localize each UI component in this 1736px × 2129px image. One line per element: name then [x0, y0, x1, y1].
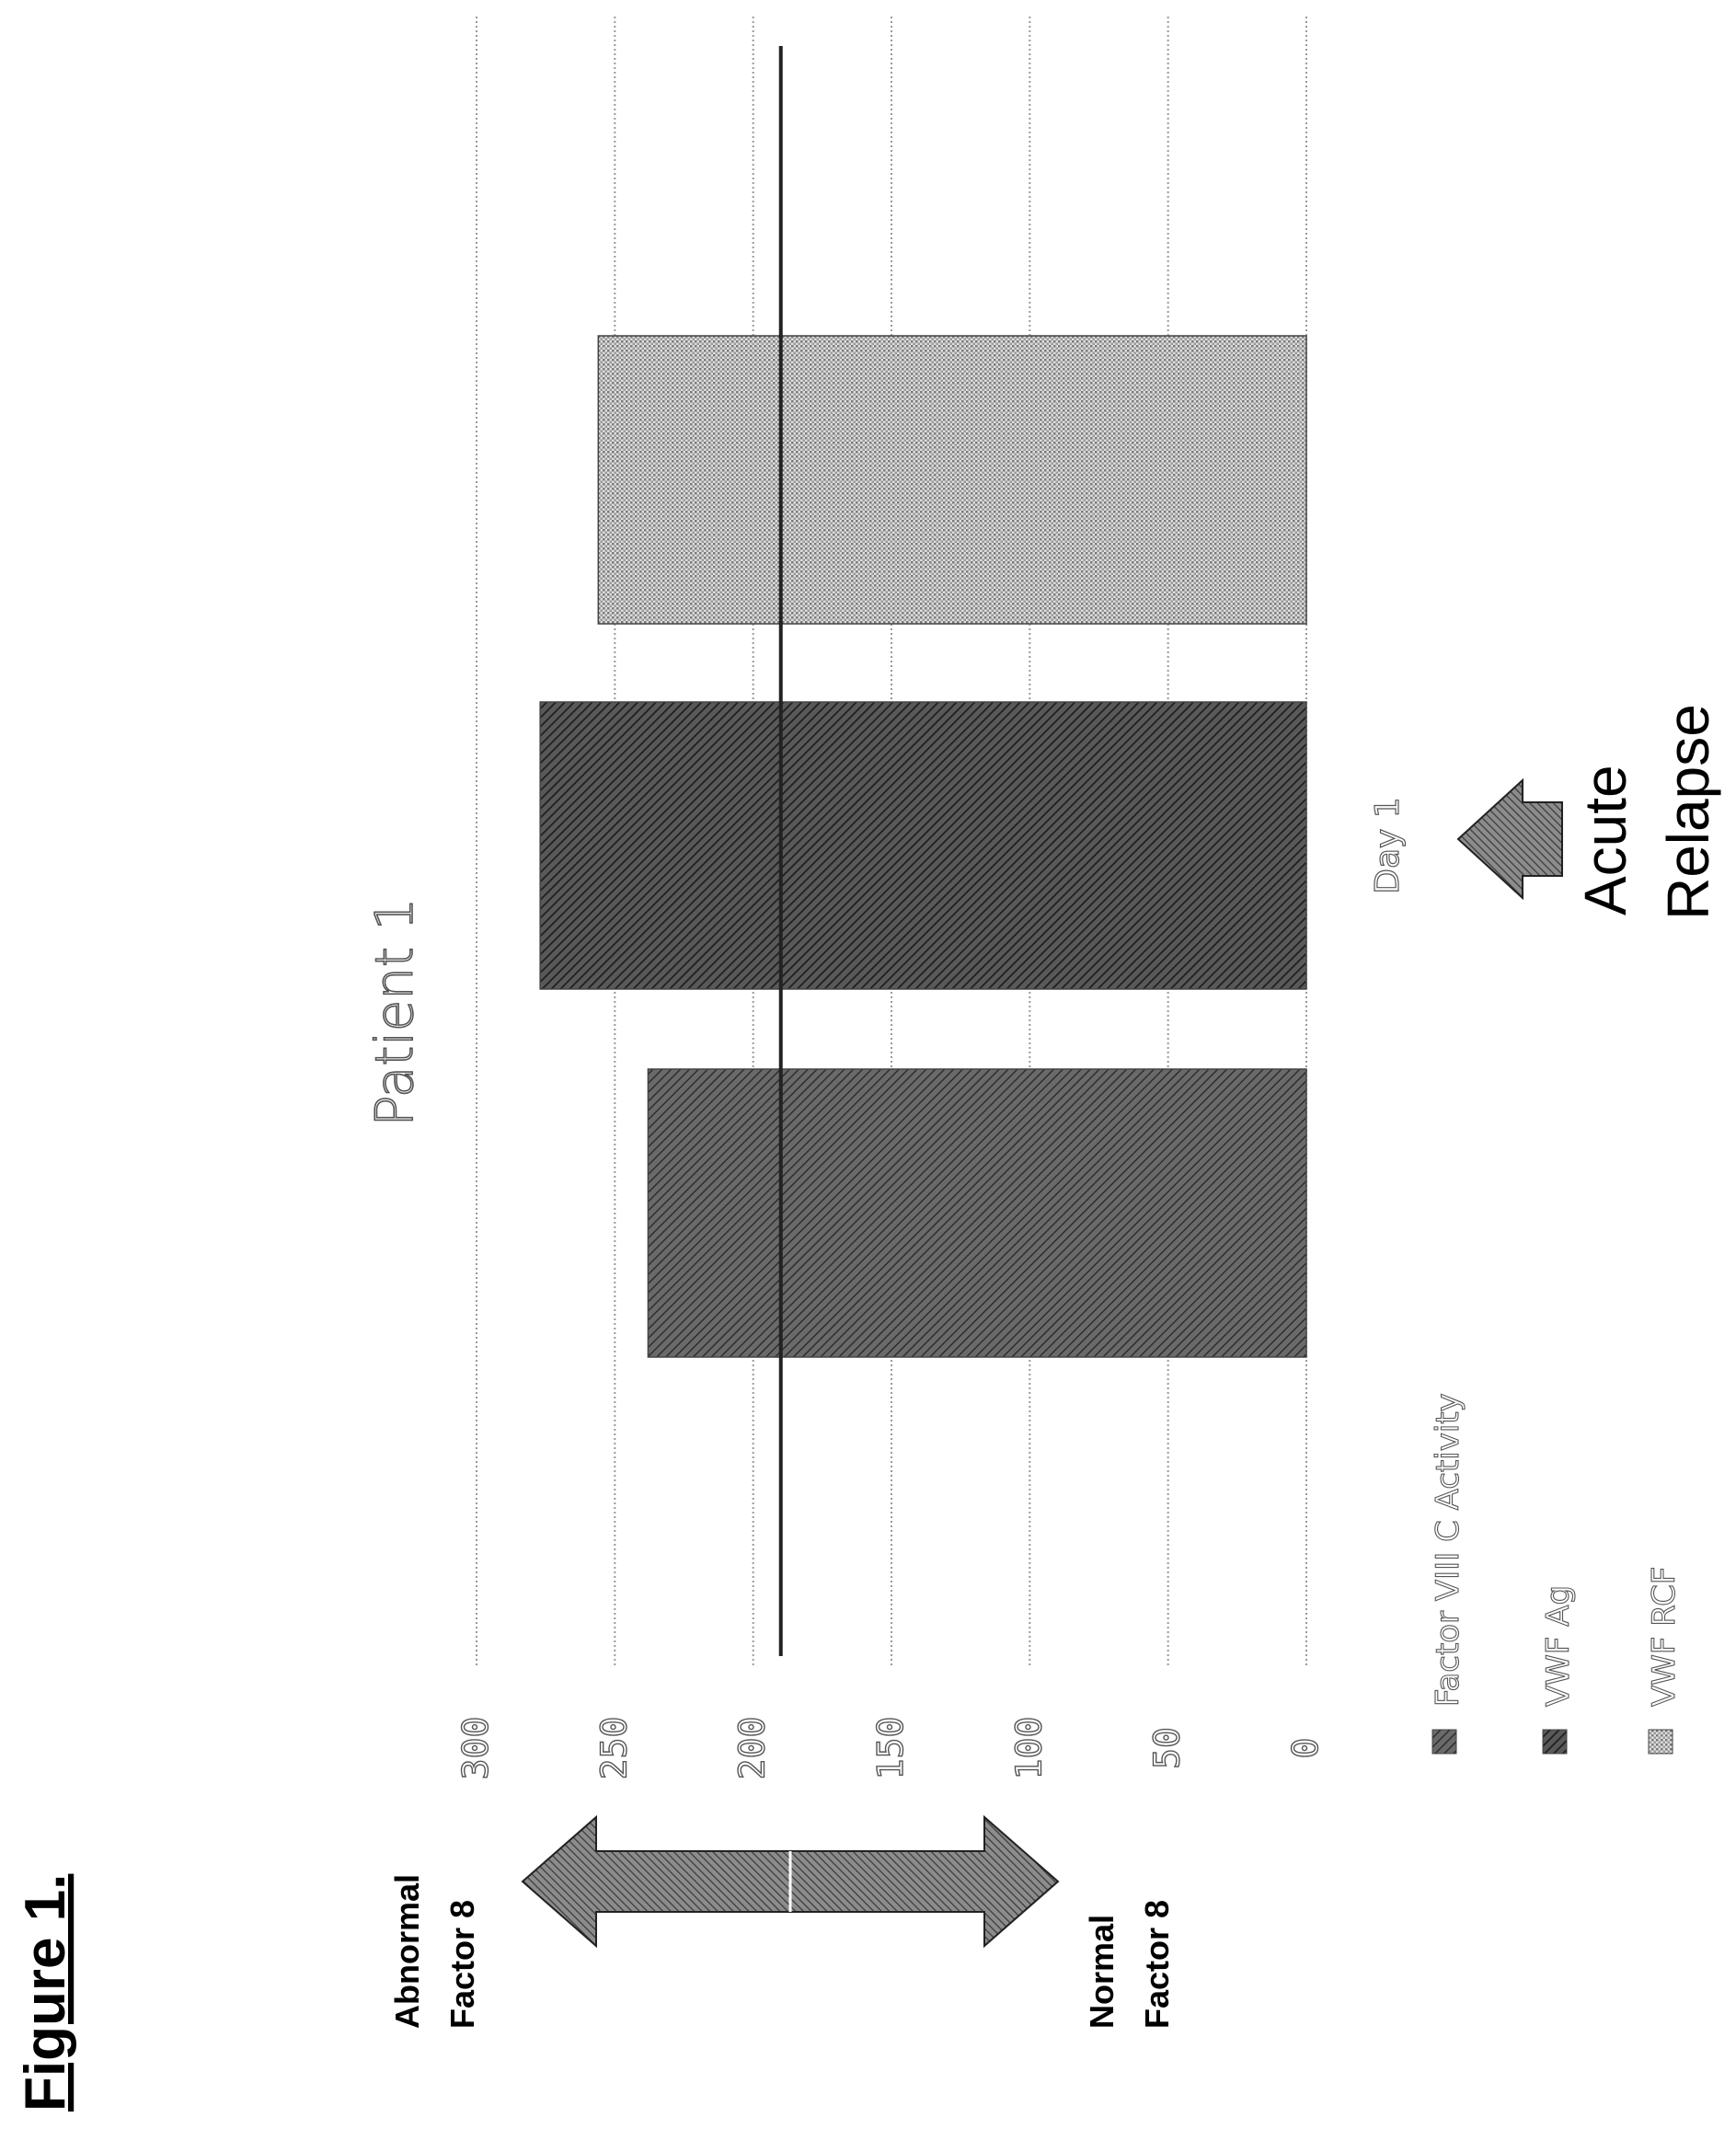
- y-tick-label: 150: [870, 1717, 911, 1780]
- y-tick-label: 0: [1285, 1738, 1326, 1759]
- y-tick-label: 50: [1147, 1727, 1188, 1769]
- chart-title: Patient 1: [365, 898, 425, 1126]
- bars: [539, 335, 1307, 1358]
- legend-label: VWF Ag: [1540, 1585, 1577, 1707]
- abnormal-label-line2: Factor 8: [443, 1900, 481, 2029]
- category-label: Day 1: [1369, 797, 1407, 893]
- bar-chart: 0 50 100 150 200 250 300 Patient 1 Day 1 Facto…: [364, 17, 1684, 1780]
- legend: Factor VIII C Activity VWF Ag VWF RCF: [1429, 1393, 1684, 1755]
- normal-label-line1: Normal: [1083, 1915, 1121, 2029]
- legend-swatch: [1542, 1729, 1568, 1755]
- bar-vwf-rcf: [597, 335, 1307, 625]
- normal-label-line2: Factor 8: [1138, 1900, 1176, 2029]
- legend-label: VWF RCF: [1646, 1567, 1683, 1707]
- event-label-line2: Relapse: [1655, 704, 1721, 920]
- legend-swatch: [1648, 1729, 1673, 1755]
- y-tick-label: 250: [593, 1717, 634, 1780]
- y-tick-labels: 0 50 100 150 200 250 300: [454, 1716, 1326, 1780]
- legend-label: Factor VIII C Activity: [1430, 1393, 1466, 1707]
- event-label-line1: Acute: [1572, 765, 1638, 915]
- y-tick-label: 300: [455, 1717, 496, 1780]
- abnormal-label-line1: Abnormal: [388, 1874, 426, 2029]
- bar-vwf-ag: [539, 701, 1307, 990]
- category-labels: Day 1: [1368, 797, 1407, 895]
- y-tick-label: 100: [1008, 1717, 1049, 1780]
- relapse-arrow-icon: [1456, 777, 1563, 901]
- bar-factor-viii-c-activity: [647, 1068, 1307, 1358]
- figure-label: Figure 1.: [14, 1874, 77, 2112]
- y-tick-label: 200: [732, 1717, 773, 1780]
- legend-swatch: [1431, 1729, 1457, 1755]
